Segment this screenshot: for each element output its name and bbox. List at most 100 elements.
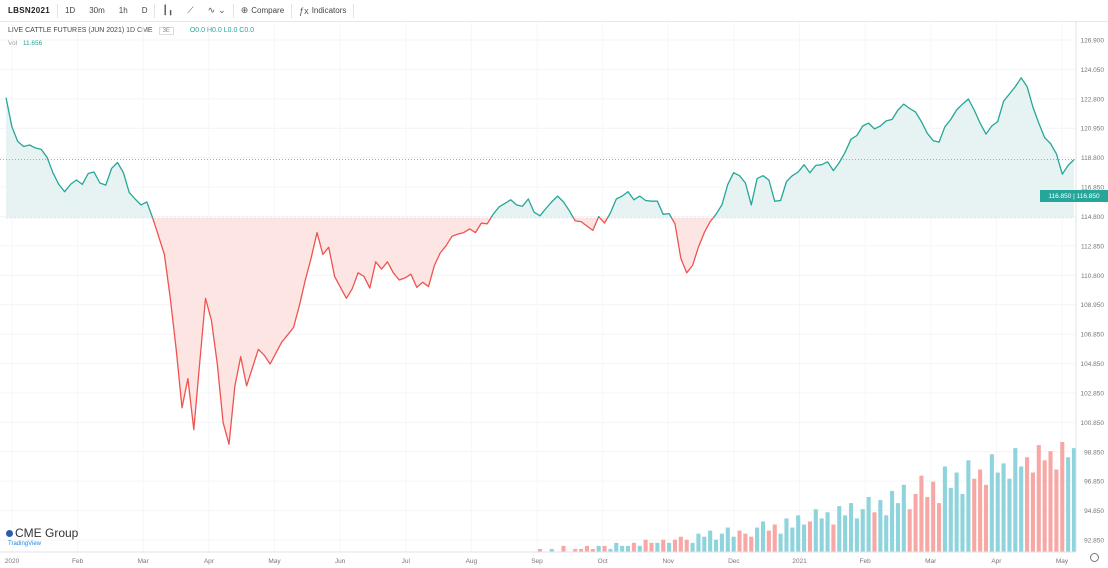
volume-bar	[854, 518, 859, 552]
time-tick-label: Oct	[598, 558, 608, 565]
area-chart-icon: ∿	[207, 5, 216, 15]
area-below-baseline	[573, 218, 599, 231]
area-style-button[interactable]: ∿ ⌄	[201, 0, 233, 22]
volume-bar	[1071, 448, 1077, 552]
price-tick-label: 116.850	[1081, 185, 1104, 192]
bar-style-button[interactable]: ┃╻	[155, 0, 180, 22]
interval-30m[interactable]: 30m	[89, 6, 105, 15]
price-tick-label: 104.850	[1081, 361, 1105, 368]
logo-subtitle: TradingView	[8, 541, 42, 547]
area-below-baseline	[152, 218, 491, 445]
volume-bar	[573, 548, 578, 552]
symbol-search[interactable]: LBSN2021	[8, 6, 50, 15]
time-tick-label: Dec	[728, 558, 740, 565]
series-badge[interactable]: 3E	[158, 27, 174, 35]
volume-bar	[614, 542, 619, 552]
volume-value: 11.656	[22, 40, 43, 47]
price-tick-label: 106.850	[1081, 332, 1105, 339]
chart-grid	[0, 22, 1075, 552]
volume-bar	[678, 536, 683, 552]
time-tick-label: Mar	[925, 558, 937, 565]
indicators-icon: ƒx	[299, 5, 309, 16]
volume-bar	[901, 484, 906, 552]
volume-bar	[972, 478, 977, 552]
price-line-up	[490, 195, 575, 219]
cme-group-logo: CME Group	[6, 526, 78, 540]
price-axis: 126.900 124.050 122.800 120.950 118.800 116.8…	[1075, 22, 1105, 552]
current-price-badge: 116.850 | 116.850	[1040, 190, 1108, 202]
top-toolbar: LBSN2021 1D 30m 1h D ┃╻ ⟋ ∿ ⌄ ⊕ Compare ƒ…	[0, 0, 1108, 22]
volume-bar	[579, 548, 584, 552]
series-title: LIVE CATTLE FUTURES (JUN 2021)	[8, 27, 125, 34]
volume-bar	[1066, 457, 1071, 552]
line-style-button[interactable]: ⟋	[180, 0, 200, 22]
volume-bar	[890, 490, 895, 552]
volume-bar	[1013, 448, 1018, 552]
volume-bar	[1036, 445, 1041, 552]
compare-label: Compare	[251, 6, 285, 15]
time-tick-label: Feb	[860, 558, 872, 565]
volume-bar	[1042, 460, 1047, 552]
volume-bars	[537, 442, 1077, 552]
volume-bar	[790, 527, 795, 552]
price-areas	[6, 77, 1074, 445]
compare-button[interactable]: ⊕ Compare	[234, 0, 291, 22]
volume-bar	[807, 521, 812, 552]
series-exchange: CME	[137, 27, 153, 34]
volume-bar	[907, 509, 912, 552]
volume-bar	[925, 497, 930, 552]
volume-bar	[843, 515, 848, 552]
toolbar-divider	[291, 3, 293, 18]
settings-icon[interactable]	[1090, 553, 1099, 562]
volume-bar	[1007, 478, 1012, 552]
cme-logo-text: CME Group	[15, 526, 79, 540]
volume-bar	[608, 548, 613, 552]
time-tick-label: Feb	[72, 558, 84, 565]
time-tick-label: 2020	[5, 558, 20, 565]
volume-bar	[743, 533, 748, 552]
time-tick-label: Nov	[662, 558, 674, 565]
interval-1h[interactable]: 1h	[118, 6, 128, 15]
volume-bar	[549, 548, 554, 552]
price-tick-label: 112.850	[1081, 243, 1104, 250]
indicators-button[interactable]: ƒx Indicators	[292, 0, 353, 22]
indicators-label: Indicators	[311, 6, 347, 15]
price-chart[interactable]: 126.900 124.050 122.800 120.950 118.800 116.8…	[0, 22, 1108, 568]
toolbar-divider	[353, 3, 355, 18]
price-lines	[0, 77, 1076, 445]
volume-bar	[584, 545, 589, 552]
volume-bar	[1030, 472, 1035, 552]
price-tick-label: 124.050	[1081, 67, 1105, 74]
interval-1d[interactable]: 1D	[64, 6, 76, 15]
price-tick-label: 100.850	[1081, 420, 1105, 427]
volume-bar	[696, 533, 701, 552]
time-tick-label: Jun	[335, 558, 346, 565]
area-below-baseline	[671, 218, 714, 273]
volume-bar	[1054, 469, 1059, 552]
chevron-down-icon: ⌄	[218, 5, 226, 15]
price-tick-label: 126.900	[1081, 38, 1105, 45]
volume-bar	[878, 500, 883, 552]
volume-legend: Vol 11.656	[8, 40, 42, 47]
volume-bar	[655, 542, 660, 552]
price-line-up	[5, 97, 154, 219]
price-tick-label: 110.800	[1081, 273, 1104, 280]
area-above-baseline	[607, 191, 672, 218]
toolbar-divider	[154, 3, 156, 18]
line-chart-icon: ⟋	[187, 5, 194, 15]
price-tick-label: 102.850	[1081, 390, 1105, 397]
volume-bar	[760, 521, 766, 552]
volume-bar	[637, 545, 642, 552]
interval-d[interactable]: D	[141, 6, 148, 15]
volume-bar	[1019, 466, 1024, 552]
cme-globe-icon	[6, 529, 13, 537]
volume-bar	[983, 484, 989, 552]
volume-bar	[848, 503, 854, 552]
volume-bar	[714, 539, 719, 552]
volume-bar	[784, 518, 789, 552]
volume-bar	[1060, 442, 1065, 552]
volume-bar	[825, 512, 830, 552]
volume-bar	[802, 524, 807, 552]
volume-bar	[772, 524, 777, 552]
volume-bar	[819, 518, 824, 552]
